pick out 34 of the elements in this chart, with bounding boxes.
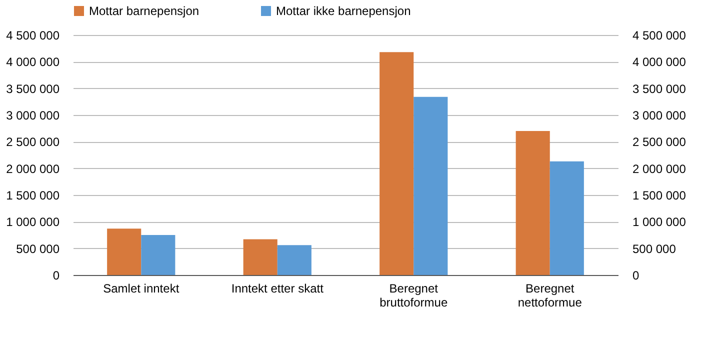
bar: [414, 96, 448, 275]
y2-tick-label: 500 000: [632, 242, 676, 256]
y2-tick-label: 3 500 000: [632, 82, 686, 96]
bar: [550, 161, 584, 275]
y-tick-label: 1 000 000: [6, 215, 60, 230]
y-tick-label: 0: [52, 268, 60, 282]
y-tick-label: 3 000 000: [6, 108, 60, 122]
y-tick-label: 4 000 000: [6, 55, 60, 70]
legend-label: Mottar barnepensjon: [89, 4, 200, 18]
y2-tick-label: 2 000 000: [632, 162, 686, 176]
y2-tick-label: 4 500 000: [632, 28, 686, 42]
bar: [107, 228, 142, 275]
bar: [277, 245, 312, 275]
y-tick-label: 1 500 000: [6, 188, 60, 202]
x-tick-label: Samlet inntekt: [103, 282, 180, 296]
bar: [141, 235, 176, 275]
legend-label: Mottar ikke barnepensjon: [276, 4, 411, 18]
bar: [380, 52, 414, 275]
y-tick-label: 500 000: [16, 242, 60, 256]
bar: [516, 131, 550, 275]
y-tick-label: 3 500 000: [6, 82, 60, 96]
x-tick-label: Beregnet bruttoformue: [380, 282, 448, 310]
y2-tick-label: 4 000 000: [632, 55, 686, 70]
y2-tick-label: 2 500 000: [632, 135, 686, 150]
y2-tick-label: 1 500 000: [632, 188, 686, 202]
x-tick-label: Beregnet nettoformue: [518, 282, 582, 310]
y2-tick-label: 1 000 000: [632, 215, 686, 230]
x-tick-label: Inntekt etter skatt: [231, 282, 324, 296]
y-tick-label: 2 000 000: [6, 162, 60, 176]
bar: [243, 239, 278, 275]
y2-tick-label: 0: [632, 268, 640, 282]
y2-tick-label: 3 000 000: [632, 108, 686, 122]
y-tick-label: 4 500 000: [6, 28, 60, 42]
y-tick-label: 2 500 000: [6, 135, 60, 150]
